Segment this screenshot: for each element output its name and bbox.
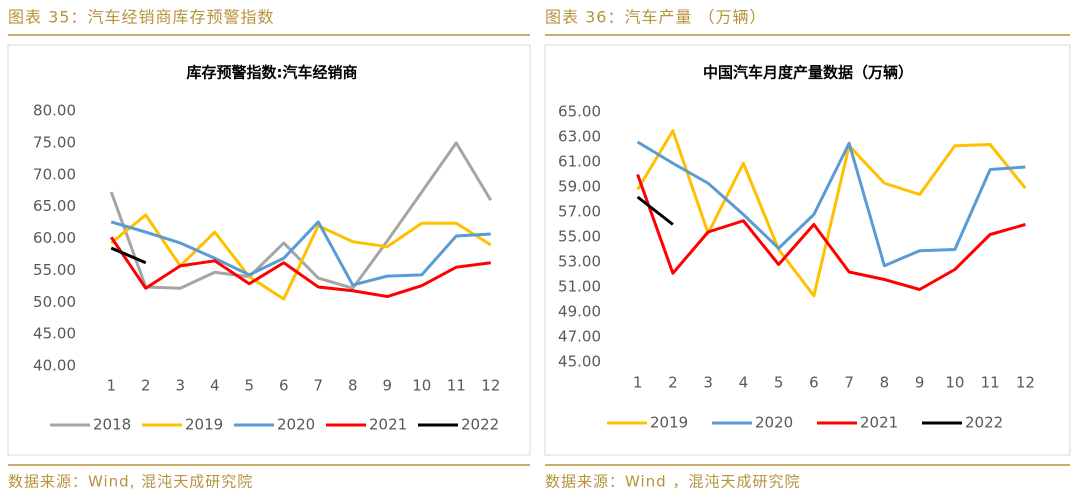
x-tick-label: 3 xyxy=(175,377,185,395)
legend-label: 2021 xyxy=(369,416,407,434)
y-tick-label: 49.00 xyxy=(558,303,601,321)
x-tick-label: 4 xyxy=(210,377,220,395)
y-tick-label: 59.00 xyxy=(558,178,601,196)
x-tick-label: 8 xyxy=(880,374,890,392)
y-tick-label: 55.00 xyxy=(33,261,76,279)
legend-label: 2020 xyxy=(277,416,315,434)
x-tick-label: 9 xyxy=(915,374,925,392)
legend-label: 2019 xyxy=(185,416,223,434)
y-tick-label: 47.00 xyxy=(558,328,601,346)
legend-label: 2022 xyxy=(461,416,499,434)
legend-label: 2019 xyxy=(650,414,688,432)
source-note: 数据来源：Wind, 混沌天成研究院 xyxy=(8,473,253,491)
x-tick-label: 12 xyxy=(481,377,500,395)
line-series xyxy=(636,140,1026,268)
y-tick-label: 55.00 xyxy=(558,228,601,246)
x-tick-label: 9 xyxy=(382,377,392,395)
chart-title: 中国汽车月度产量数据（万辆） xyxy=(703,64,913,82)
line-series xyxy=(110,213,492,301)
y-tick-label: 65.00 xyxy=(558,103,601,121)
line-series xyxy=(636,129,1027,298)
legend-label: 2018 xyxy=(93,416,131,434)
legend-label: 2022 xyxy=(965,414,1003,432)
y-tick-label: 45.00 xyxy=(33,325,76,343)
y-tick-label: 57.00 xyxy=(558,203,601,221)
x-tick-label: 4 xyxy=(739,374,749,392)
x-tick-label: 10 xyxy=(945,374,964,392)
x-tick-label: 2 xyxy=(141,377,151,395)
y-tick-label: 51.00 xyxy=(558,278,601,296)
figure-caption: 图表 36：汽车产量 （万辆） xyxy=(545,8,767,27)
x-tick-label: 11 xyxy=(981,374,1000,392)
x-tick-label: 1 xyxy=(106,377,116,395)
y-tick-label: 45.00 xyxy=(558,353,601,371)
x-tick-label: 8 xyxy=(348,377,358,395)
x-tick-label: 1 xyxy=(633,374,643,392)
y-tick-label: 75.00 xyxy=(33,133,76,151)
line-series xyxy=(110,246,147,265)
chart-title: 库存预警指数:汽车经销商 xyxy=(187,64,358,82)
legend-label: 2021 xyxy=(860,414,898,432)
x-tick-label: 5 xyxy=(774,374,784,392)
x-tick-label: 3 xyxy=(703,374,713,392)
x-tick-label: 6 xyxy=(279,377,289,395)
x-tick-label: 11 xyxy=(447,377,466,395)
y-tick-label: 65.00 xyxy=(33,197,76,215)
y-tick-label: 61.00 xyxy=(558,153,601,171)
y-tick-label: 53.00 xyxy=(558,253,601,271)
y-tick-label: 70.00 xyxy=(33,165,76,183)
source-note: 数据来源：Wind ，混沌天成研究院 xyxy=(545,473,800,491)
figure-caption: 图表 35：汽车经销商库存预警指数 xyxy=(8,8,274,27)
chart-frame xyxy=(544,44,1071,456)
x-tick-label: 5 xyxy=(244,377,254,395)
y-tick-label: 40.00 xyxy=(33,357,76,375)
x-tick-label: 12 xyxy=(1016,374,1035,392)
line-series xyxy=(110,236,491,299)
line-series xyxy=(636,195,674,226)
legend-label: 2020 xyxy=(755,414,793,432)
x-tick-label: 7 xyxy=(313,377,323,395)
x-tick-label: 6 xyxy=(809,374,819,392)
y-tick-label: 80.00 xyxy=(33,102,76,120)
x-tick-label: 7 xyxy=(844,374,854,392)
x-tick-label: 10 xyxy=(412,377,431,395)
y-tick-label: 50.00 xyxy=(33,293,76,311)
x-tick-label: 2 xyxy=(668,374,678,392)
y-tick-label: 63.00 xyxy=(558,128,601,146)
y-tick-label: 60.00 xyxy=(33,229,76,247)
line-series xyxy=(636,173,1026,291)
line-series xyxy=(110,220,491,287)
